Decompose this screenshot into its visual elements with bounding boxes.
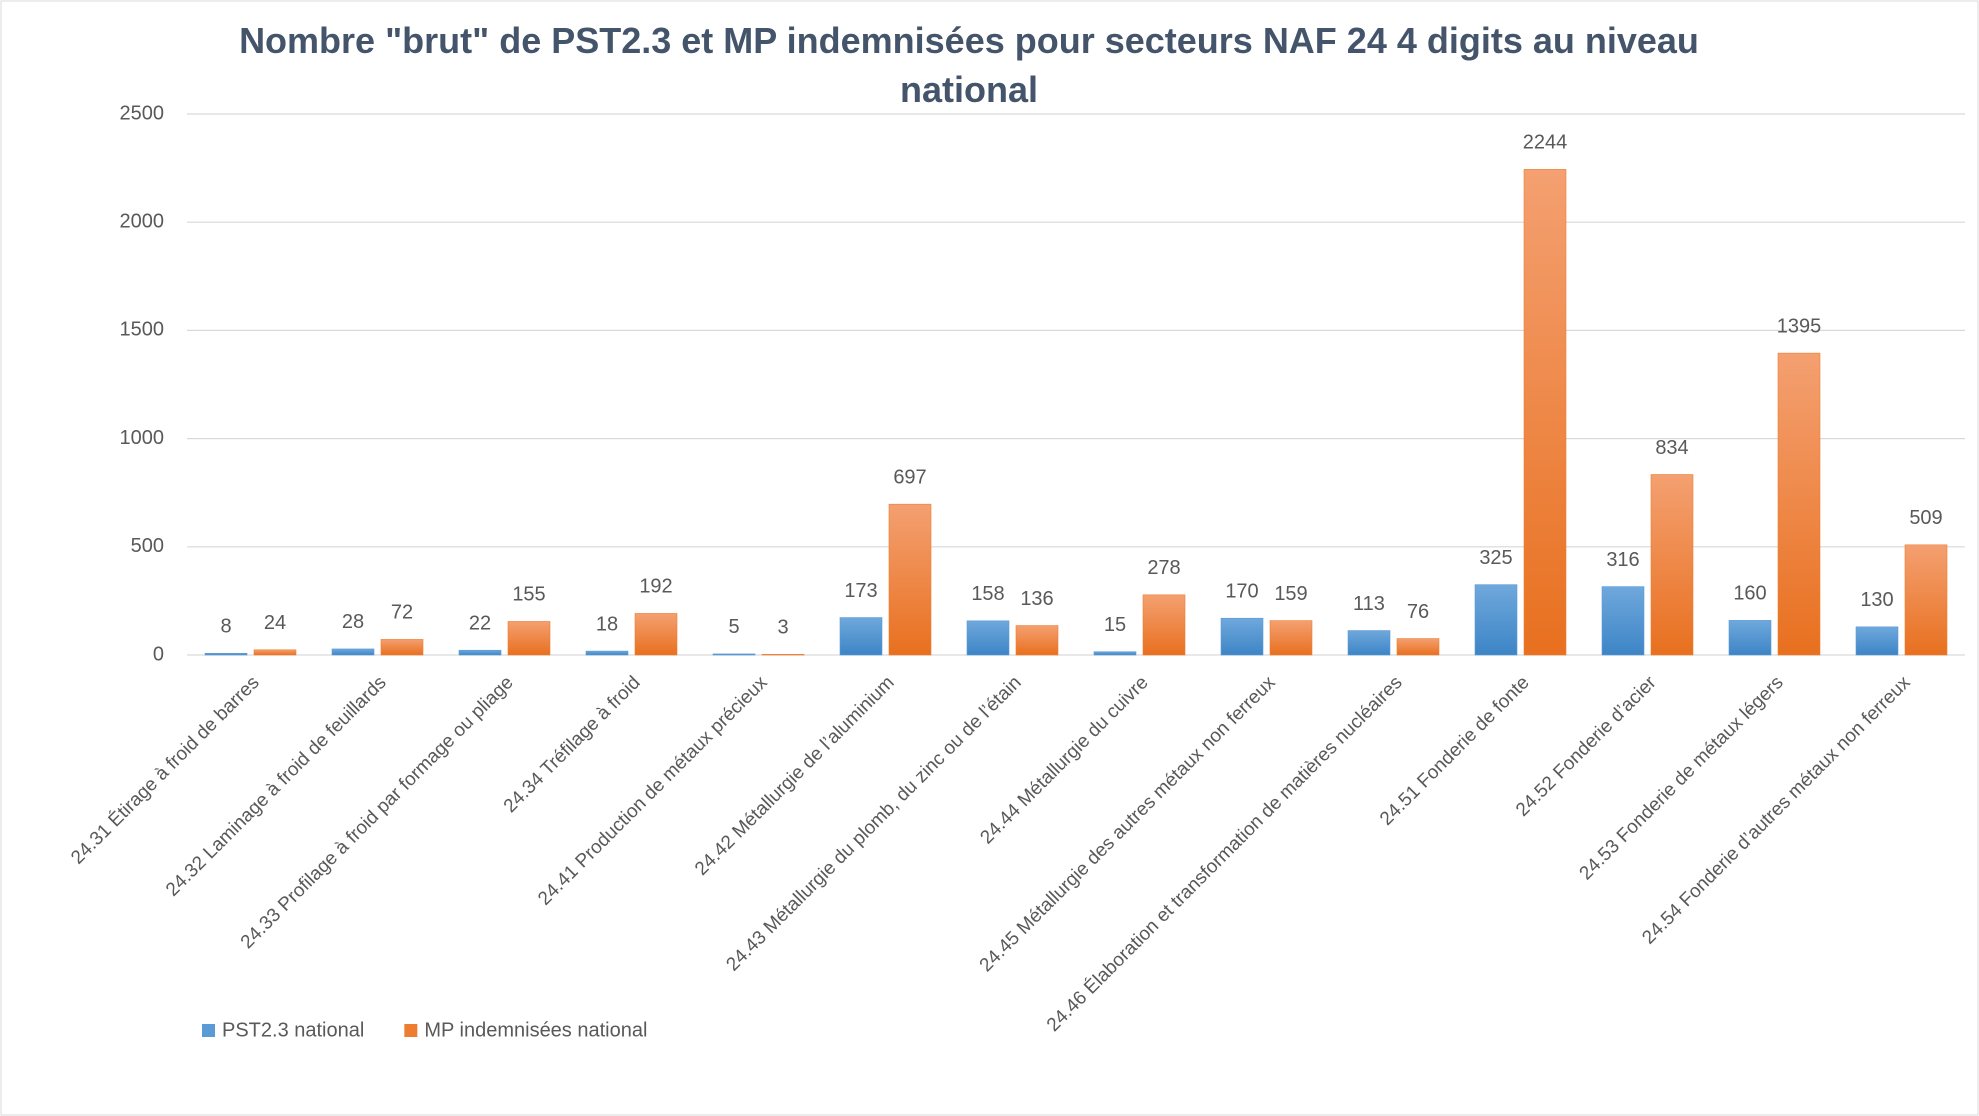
y-tick-label: 0: [153, 643, 164, 665]
bar: [507, 621, 551, 656]
bar: [1474, 584, 1518, 656]
bar: [585, 650, 629, 656]
bar: [1601, 586, 1645, 656]
data-label: 173: [844, 580, 877, 602]
bar: [1904, 544, 1948, 656]
y-tick-label: 1500: [120, 319, 165, 341]
data-label: 834: [1655, 437, 1688, 459]
bar: [761, 654, 805, 656]
y-tick-label: 500: [131, 535, 164, 557]
data-label: 1395: [1777, 315, 1822, 337]
data-label: 170: [1225, 580, 1258, 602]
bar: [380, 639, 424, 656]
data-label: 3: [777, 617, 788, 639]
bar: [888, 503, 932, 656]
data-label: 509: [1909, 507, 1942, 529]
data-label: 159: [1274, 583, 1307, 605]
bar: [1855, 626, 1899, 656]
bar: [1523, 169, 1567, 656]
data-label: 158: [971, 583, 1004, 605]
data-label: 316: [1606, 549, 1639, 571]
chart-title: Nombre "brut" de PST2.3 et MP indemnisée…: [239, 20, 1699, 110]
x-tick-label: 24.52 Fonderie d’acier: [1512, 672, 1661, 821]
bar: [1728, 620, 1772, 656]
legend-label: PST2.3 national: [222, 1019, 364, 1041]
data-label: 113: [1353, 593, 1385, 615]
data-label: 18: [596, 613, 618, 635]
bar: [1650, 474, 1694, 656]
y-tick-label: 1000: [120, 427, 165, 449]
legend-label: MP indemnisées national: [424, 1019, 647, 1041]
bar: [1220, 617, 1264, 656]
data-label: 697: [893, 466, 926, 488]
bar: [1142, 594, 1186, 656]
bar: [712, 653, 756, 656]
data-label: 192: [639, 576, 672, 598]
x-tick-label: 24.42 Métallurgie de l’aluminium: [691, 672, 899, 880]
data-label: 155: [512, 584, 545, 606]
legend-swatch: [404, 1024, 418, 1037]
x-tick-label: 24.53 Fonderie de métaux légers: [1576, 672, 1788, 884]
data-label: 76: [1407, 601, 1429, 623]
bar: [204, 652, 248, 656]
data-label: 278: [1147, 557, 1180, 579]
x-tick-label: 24.45 Métallurgie des autres métaux non …: [976, 672, 1280, 976]
data-label: 15: [1104, 614, 1126, 636]
bar: [253, 649, 297, 656]
x-tick-label: 24.32 Laminage à froid de feuillards: [162, 672, 390, 900]
bar: [1777, 352, 1821, 656]
data-label: 28: [342, 611, 364, 633]
x-tick-label: 24.51 Fonderie de fonte: [1376, 672, 1534, 830]
x-tick-label: 24.34 Tréfilage à froid: [500, 672, 645, 817]
bar: [1269, 620, 1313, 656]
data-label: 5: [728, 616, 739, 638]
x-tick-label: 24.43 Métallurgie du plomb, du zinc ou d…: [722, 672, 1025, 975]
data-label: 130: [1860, 589, 1893, 611]
bar: [634, 613, 678, 656]
x-tick-label: 24.33 Profilage à froid par formage ou p…: [237, 672, 518, 953]
data-label: 22: [469, 613, 491, 635]
bar: [966, 620, 1010, 656]
bar: [1396, 638, 1440, 656]
data-label: 2244: [1523, 132, 1568, 154]
x-tick-label: 24.54 Fonderie d’autres métaux non ferre…: [1638, 672, 1915, 949]
y-tick-label: 2000: [120, 210, 165, 232]
bar: [1093, 651, 1137, 656]
data-label: 72: [391, 602, 413, 624]
data-label: 24: [264, 612, 286, 634]
bar: [458, 649, 502, 656]
data-label: 325: [1479, 547, 1512, 569]
data-label: 160: [1733, 583, 1766, 605]
bar: [331, 648, 375, 656]
bar: [839, 617, 883, 656]
bar: [1347, 630, 1391, 656]
bar: [1015, 625, 1059, 656]
y-tick-label: 2500: [120, 102, 165, 124]
data-label: 8: [220, 616, 231, 638]
legend-swatch: [202, 1024, 215, 1037]
data-label: 136: [1020, 588, 1053, 610]
x-tick-label: 24.41 Production de métaux précieux: [534, 672, 772, 910]
